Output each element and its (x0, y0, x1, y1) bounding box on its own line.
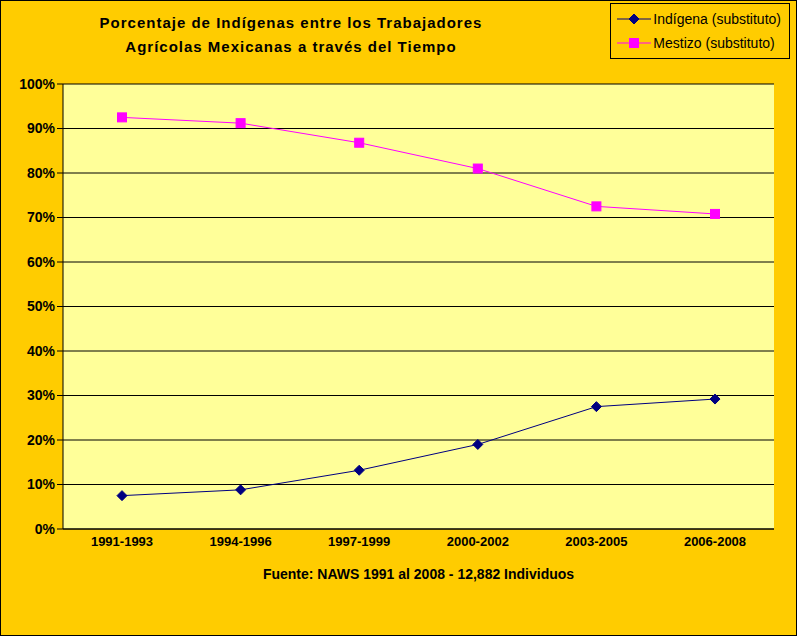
svg-text:70%: 70% (27, 209, 56, 225)
svg-text:2003-2005: 2003-2005 (565, 534, 627, 549)
svg-text:60%: 60% (27, 254, 56, 270)
svg-text:90%: 90% (27, 120, 56, 136)
html-text:Agrícolas Mexicanas a través d: Agrícolas Mexicanas a través del Tiempo (125, 38, 457, 55)
svg-text:0%: 0% (35, 521, 56, 537)
svg-text:20%: 20% (27, 432, 56, 448)
svg-text:2006-2008: 2006-2008 (684, 534, 746, 549)
svg-text:Fuente: NAWS 1991 al 2008 - 12: Fuente: NAWS 1991 al 2008 - 12,882 Indiv… (263, 566, 574, 582)
svg-text:30%: 30% (27, 387, 56, 403)
svg-text:1991-1993: 1991-1993 (91, 534, 153, 549)
svg-text:1997-1999: 1997-1999 (328, 534, 390, 549)
svg-text:100%: 100% (19, 76, 55, 92)
html-text:Mestizo (substituto): Mestizo (substituto) (653, 35, 775, 51)
html-text:Indígena (substituto): Indígena (substituto) (653, 11, 781, 27)
svg-text:80%: 80% (27, 165, 56, 181)
svg-text:40%: 40% (27, 343, 56, 359)
svg-text:10%: 10% (27, 476, 56, 492)
svg-text:2000-2002: 2000-2002 (447, 534, 509, 549)
svg-text:50%: 50% (27, 298, 56, 314)
svg-text:1994-1996: 1994-1996 (210, 534, 272, 549)
html-text:Porcentaje de Indígenas entre: Porcentaje de Indígenas entre los Trabaj… (99, 14, 483, 31)
